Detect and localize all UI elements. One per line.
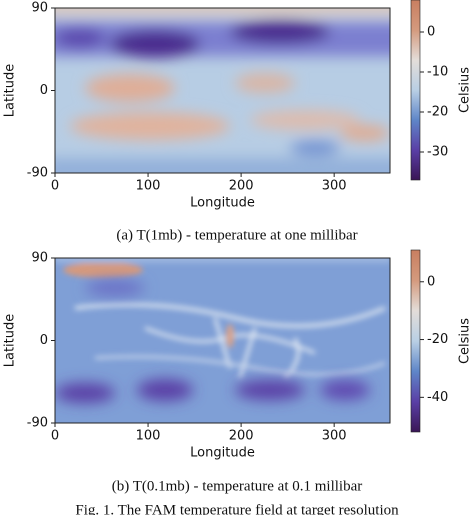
y-axis-label: Latitude <box>3 314 18 368</box>
colorbar-tick-label: -10 <box>427 65 448 80</box>
x-tick-label: 300 <box>322 179 347 194</box>
caption: (a) T(1mb) - temperature at one millibar <box>116 227 357 243</box>
colorbar <box>410 249 421 433</box>
y-tick-label: 90 <box>31 1 48 16</box>
colorbar-tick-label: 0 <box>427 274 435 289</box>
field <box>55 8 390 173</box>
x-tick-label: 0 <box>51 429 59 444</box>
x-tick-label: 0 <box>51 179 59 194</box>
colorbar-tick-label: -20 <box>427 332 448 347</box>
field <box>55 258 390 423</box>
colorbar-tick-label: -30 <box>427 145 448 160</box>
x-tick-label: 200 <box>229 429 254 444</box>
x-tick-label: 200 <box>229 179 254 194</box>
colorbar-tick-label: -40 <box>427 390 448 405</box>
y-tick-label: -90 <box>27 416 48 431</box>
footer: Fig. 1. The FAM temperature field at tar… <box>75 502 399 515</box>
y-tick-label: 0 <box>40 333 48 348</box>
x-axis-label: Longitude <box>190 446 255 461</box>
colorbar-tick-label: 0 <box>427 25 435 40</box>
colorbar-label: Celsius <box>458 67 473 113</box>
y-axis-label: Latitude <box>3 64 18 118</box>
x-axis-label: Longitude <box>190 196 255 211</box>
y-tick-label: 0 <box>40 83 48 98</box>
y-tick-label: 90 <box>31 251 48 266</box>
colorbar <box>410 0 421 181</box>
colorbar-label: Celsius <box>458 318 473 364</box>
x-tick-label: 300 <box>322 429 347 444</box>
x-tick-label: 100 <box>136 429 161 444</box>
colorbar-tick-label: -20 <box>427 105 448 120</box>
x-tick-label: 100 <box>136 179 161 194</box>
y-tick-label: -90 <box>27 166 48 181</box>
caption: (b) T(0.1mb) - temperature at 0.1 millib… <box>112 478 362 494</box>
